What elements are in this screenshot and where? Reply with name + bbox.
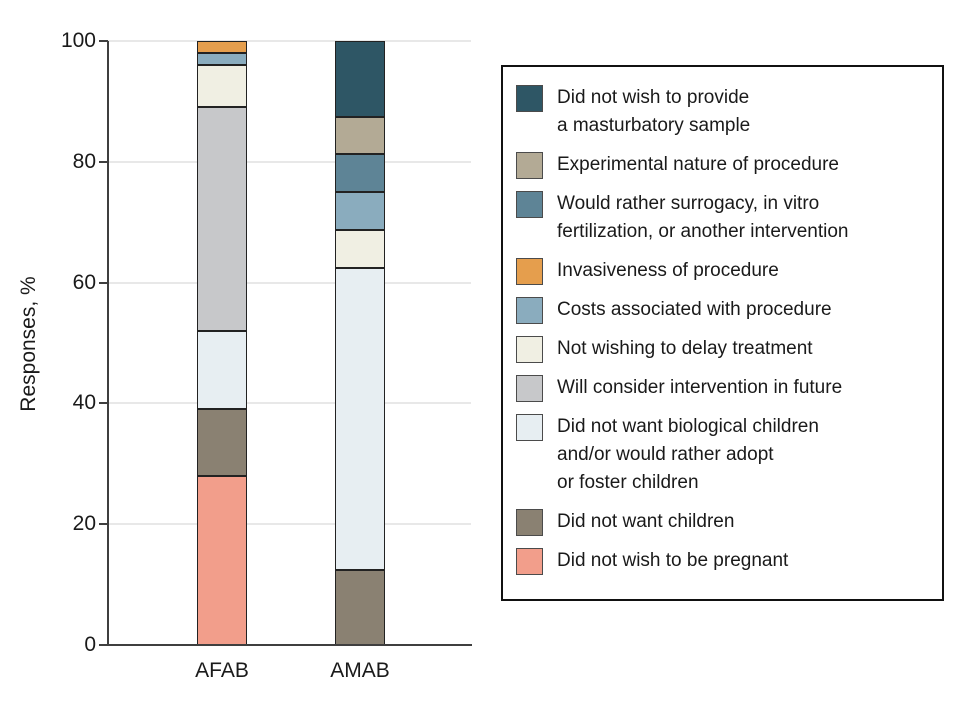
legend-item-costs-of-procedure: Costs associated with procedure: [516, 296, 934, 324]
bar-segment-no-children: [335, 569, 385, 645]
legend-label: Not wishing to delay treatment: [557, 335, 813, 363]
x-axis-line: [107, 644, 472, 646]
legend-label-line: Costs associated with procedure: [557, 299, 832, 320]
legend-item-experimental-nature: Experimental nature of procedure: [516, 151, 934, 179]
legend-label: Did not wish to provide a masturbatory sa…: [557, 84, 750, 140]
legend-label-line: fertilization, or another intervention: [557, 221, 849, 242]
legend-box: Did not wish to provide a masturbatory sa…: [501, 65, 944, 601]
legend-label-line: Not wishing to delay treatment: [557, 338, 813, 359]
y-tick-label: 80: [72, 149, 96, 173]
legend-label: Did not want children: [557, 508, 734, 536]
legend-label-line: Did not want biological children: [557, 416, 819, 437]
legend-swatch-invasiveness-of-procedure: [516, 258, 543, 285]
bar-segment-costs-of-procedure: [197, 53, 247, 66]
legend-item-no-children: Did not want children: [516, 508, 934, 536]
y-tick-mark: [99, 40, 108, 42]
legend-label-line: Did not want children: [557, 511, 735, 532]
y-gridline: [108, 402, 471, 405]
legend-label-line: a masturbatory sample: [557, 115, 751, 136]
bar-segment-no-delay-treatment: [335, 229, 385, 268]
legend-item-no-pregnancy: Did not wish to be pregnant: [516, 547, 934, 575]
legend-label: Invasiveness of procedure: [557, 257, 779, 285]
legend-label: Experimental nature of procedure: [557, 151, 839, 179]
y-tick-label: 0: [84, 633, 96, 656]
y-tick-label: 40: [72, 391, 96, 415]
bar-segment-costs-of-procedure: [335, 192, 385, 230]
legend-label-line: and/or would rather adopt: [557, 444, 774, 465]
y-tick-label: 20: [72, 512, 96, 536]
bar-segment-no-delay-treatment: [197, 65, 247, 108]
legend-swatch-no-children: [516, 509, 543, 536]
legend-label: Will consider intervention in future: [557, 374, 842, 402]
legend-label-line: Experimental nature of procedure: [557, 154, 839, 175]
y-tick-mark: [99, 281, 108, 284]
legend-item-no-masturbatory-sample: Did not wish to provide a masturbatory sa…: [516, 84, 934, 140]
y-axis-line: [107, 41, 109, 645]
legend-item-no-delay-treatment: Not wishing to delay treatment: [516, 335, 934, 363]
legend-item-consider-intervention-future: Will consider intervention in future: [516, 374, 934, 402]
bar-segment-consider-intervention-future: [197, 107, 247, 331]
legend-label-line: or foster children: [557, 472, 699, 493]
y-gridline: [108, 523, 471, 526]
bar-segment-no-masturbatory-sample: [335, 41, 385, 117]
legend-swatch-no-masturbatory-sample: [516, 85, 543, 112]
bar-segment-prefer-surrogacy-ivf: [335, 154, 385, 192]
x-category-label-amab: AMAB: [330, 659, 390, 682]
bar-segment-no-children: [197, 409, 247, 476]
legend-swatch-costs-of-procedure: [516, 297, 543, 324]
y-tick-mark: [99, 523, 108, 526]
bar-segment-experimental-nature: [335, 116, 385, 155]
legend-swatch-no-pregnancy: [516, 548, 543, 575]
legend-item-no-biological-children: Did not want biological children and/or w…: [516, 413, 934, 497]
legend-label: Would rather surrogacy, in vitro fertiliz…: [557, 190, 849, 246]
legend-swatch-prefer-surrogacy-ivf: [516, 191, 543, 218]
legend-label-line: Will consider intervention in future: [557, 377, 843, 398]
legend-swatch-no-biological-children: [516, 414, 543, 441]
legend-label: Did not wish to be pregnant: [557, 547, 788, 575]
plot-area: [99, 40, 472, 646]
y-tick-mark: [99, 402, 108, 405]
y-tick-label: 60: [72, 270, 96, 294]
legend-swatch-consider-intervention-future: [516, 375, 543, 402]
bar-amab: [335, 41, 385, 645]
legend-label-line: Invasiveness of procedure: [557, 260, 779, 281]
legend-label-line: Did not wish to be pregnant: [557, 550, 789, 571]
bar-segment-no-biological-children: [335, 267, 385, 570]
y-tick-mark: [99, 644, 108, 646]
y-gridline: [108, 281, 471, 284]
bar-segment-invasiveness-of-procedure: [197, 41, 247, 54]
legend-label: Costs associated with procedure: [557, 296, 832, 324]
bar-segment-no-pregnancy: [197, 475, 247, 645]
legend-item-invasiveness-of-procedure: Invasiveness of procedure: [516, 257, 934, 285]
y-gridline: [108, 40, 471, 42]
legend-swatch-experimental-nature: [516, 152, 543, 179]
x-category-label-afab: AFAB: [195, 659, 249, 682]
y-tick-mark: [99, 160, 108, 163]
legend-label-line: Did not wish to provide: [557, 87, 750, 108]
y-tick-label: 100: [60, 29, 96, 52]
bar-afab: [197, 41, 247, 645]
legend-label-line: Would rather surrogacy, in vitro: [557, 193, 820, 214]
y-gridline: [108, 160, 471, 163]
legend-item-prefer-surrogacy-ivf: Would rather surrogacy, in vitro fertiliz…: [516, 190, 934, 246]
legend-swatch-no-delay-treatment: [516, 336, 543, 363]
bar-segment-no-biological-children: [197, 330, 247, 410]
legend-label: Did not want biological children and/or w…: [557, 413, 819, 497]
